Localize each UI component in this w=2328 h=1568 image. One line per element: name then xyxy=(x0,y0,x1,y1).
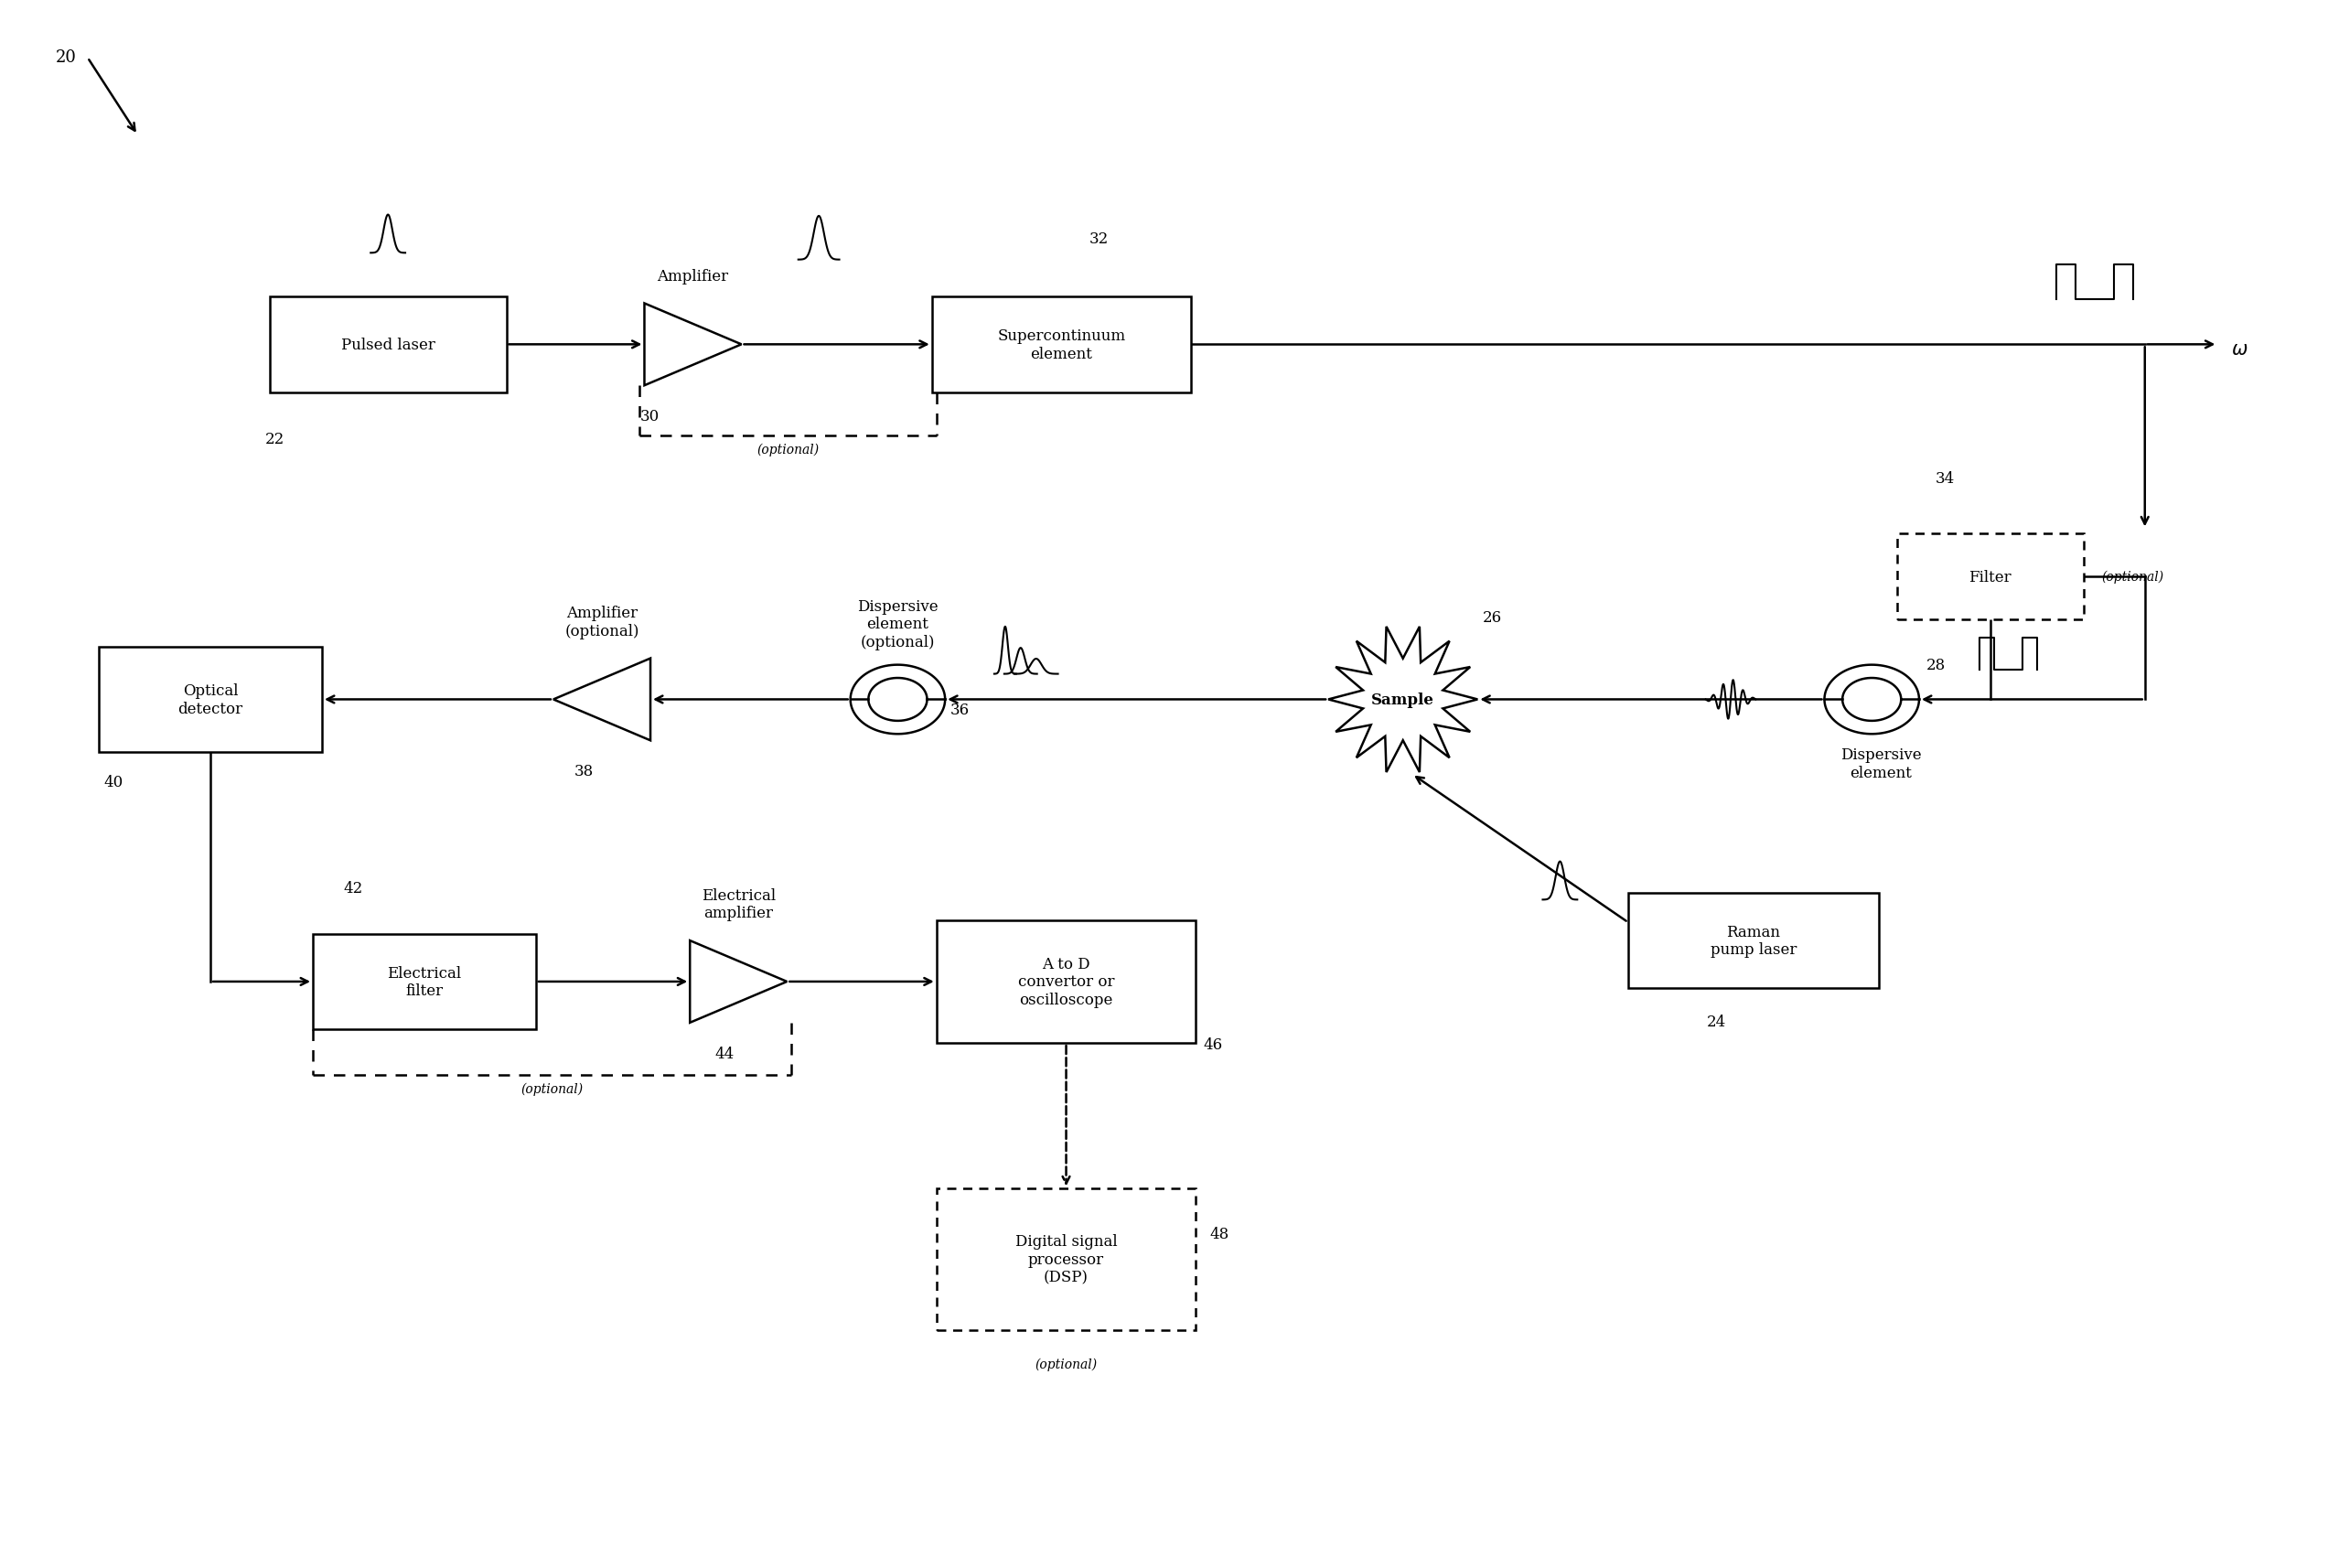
Text: Sample: Sample xyxy=(1371,691,1434,707)
Text: $\omega$: $\omega$ xyxy=(2230,340,2249,358)
Bar xyxy=(931,298,1192,392)
Text: 24: 24 xyxy=(1706,1014,1725,1030)
Text: 28: 28 xyxy=(1925,657,1946,673)
Text: (optional): (optional) xyxy=(521,1082,584,1096)
Text: Electrical
filter: Electrical filter xyxy=(386,966,461,999)
Bar xyxy=(270,298,505,392)
Bar xyxy=(936,1189,1197,1330)
Text: 42: 42 xyxy=(345,880,363,895)
Text: 20: 20 xyxy=(56,49,77,66)
Text: 30: 30 xyxy=(640,409,659,425)
Bar xyxy=(1897,533,2084,621)
Bar xyxy=(312,935,535,1030)
Text: 36: 36 xyxy=(950,702,971,718)
Text: 46: 46 xyxy=(1204,1036,1222,1052)
Text: 32: 32 xyxy=(1090,232,1108,248)
Polygon shape xyxy=(645,304,740,386)
Text: 22: 22 xyxy=(265,431,284,447)
Text: 26: 26 xyxy=(1483,610,1502,626)
Text: Digital signal
processor
(DSP): Digital signal processor (DSP) xyxy=(1015,1234,1117,1286)
Text: Pulsed laser: Pulsed laser xyxy=(340,337,435,353)
Text: Amplifier: Amplifier xyxy=(656,268,729,284)
Text: (optional): (optional) xyxy=(1036,1358,1096,1370)
Text: 44: 44 xyxy=(715,1046,736,1062)
Text: (optional): (optional) xyxy=(2102,571,2165,583)
Text: Filter: Filter xyxy=(1969,569,2011,585)
Text: A to D
convertor or
oscilloscope: A to D convertor or oscilloscope xyxy=(1017,956,1115,1008)
Text: 34: 34 xyxy=(1935,470,1956,486)
Text: 48: 48 xyxy=(1211,1226,1229,1242)
Text: Dispersive
element
(optional): Dispersive element (optional) xyxy=(857,599,938,649)
Polygon shape xyxy=(554,659,650,740)
Text: Dispersive
element: Dispersive element xyxy=(1841,746,1921,781)
Bar xyxy=(1627,894,1879,989)
Text: Amplifier
(optional): Amplifier (optional) xyxy=(566,605,640,638)
Text: 38: 38 xyxy=(575,764,594,779)
Bar xyxy=(936,920,1197,1043)
Text: 40: 40 xyxy=(102,775,123,790)
Polygon shape xyxy=(1329,627,1478,773)
Text: (optional): (optional) xyxy=(757,444,819,456)
Text: Supercontinuum
element: Supercontinuum element xyxy=(996,328,1127,362)
Text: Optical
detector: Optical detector xyxy=(177,684,242,717)
Text: Electrical
amplifier: Electrical amplifier xyxy=(701,887,775,920)
Polygon shape xyxy=(689,941,787,1022)
Bar xyxy=(100,648,321,753)
Text: Raman
pump laser: Raman pump laser xyxy=(1711,924,1797,958)
